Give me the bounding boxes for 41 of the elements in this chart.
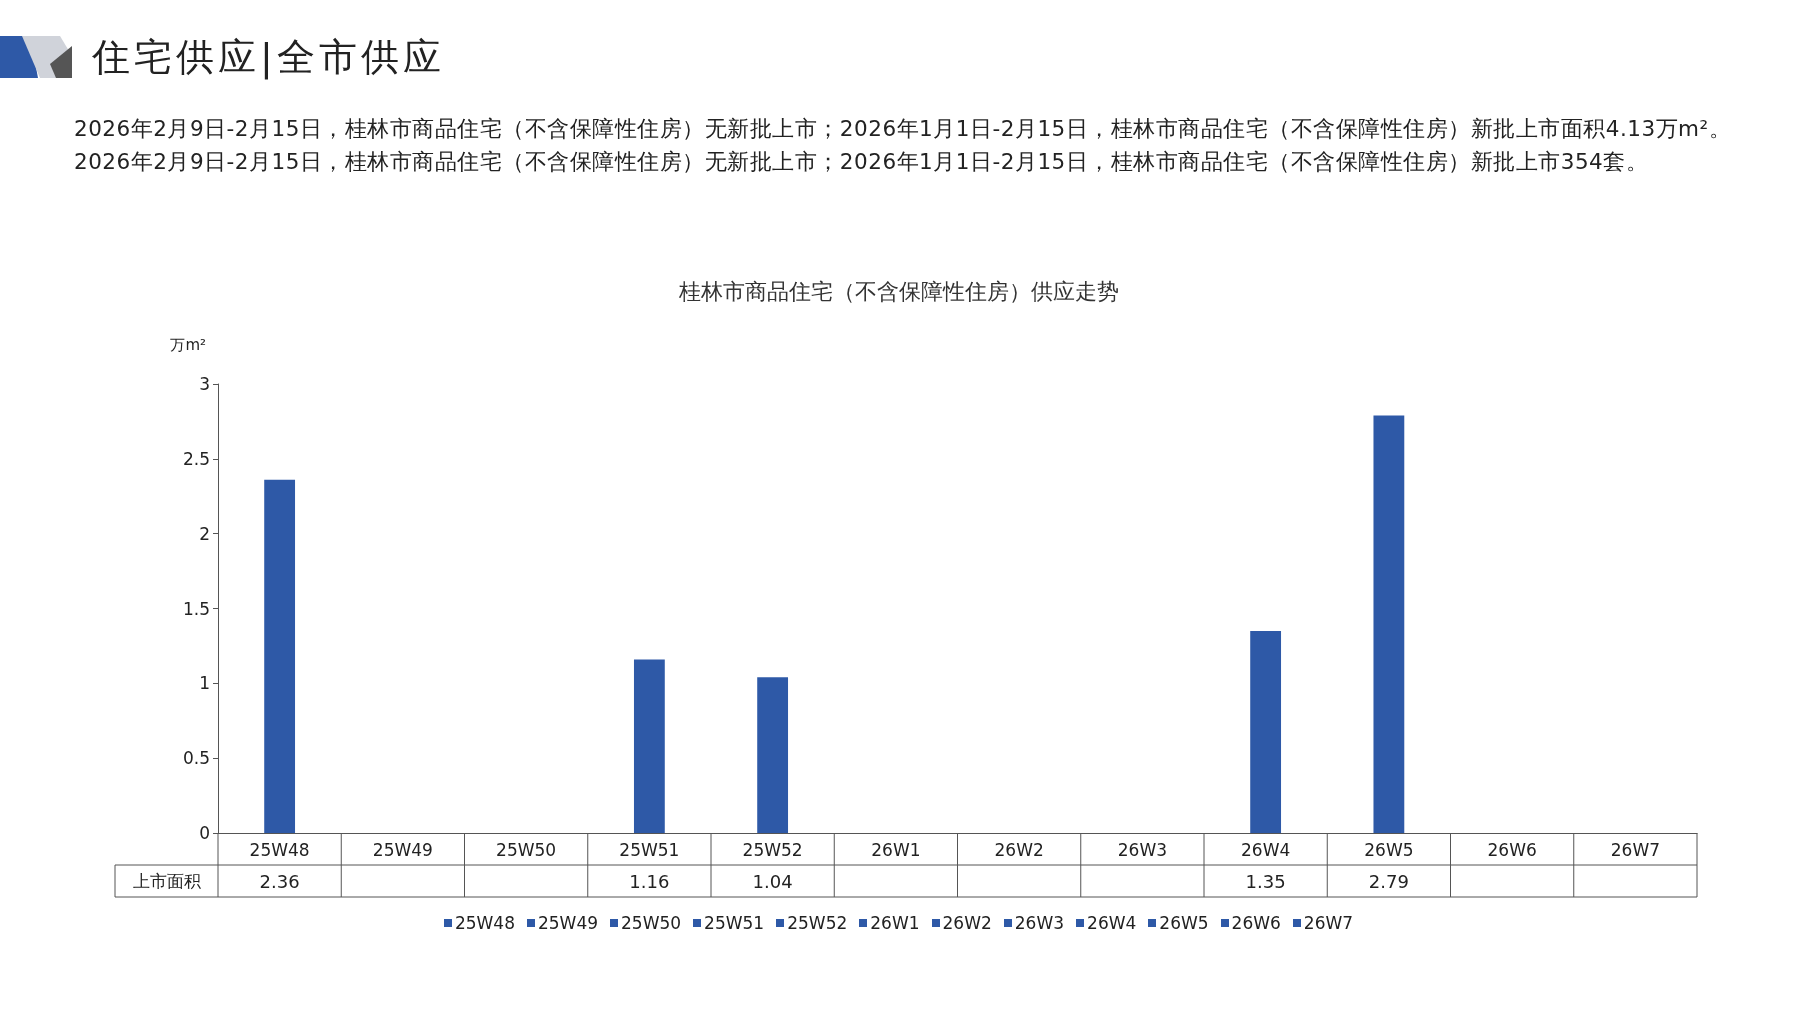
- text: 2026年2月9日-2月15日，桂林市商品住宅（不含保障性住房）无新批上市；2026年1月1日-2月15日，桂林市商品住宅（不含保障性住房）新批上市面积4.13万m²。2026年2月9日-2月15日，桂林市商品住宅（不含保障性住房）无新批上市；2026年1月1日-2月15日，桂林市商品住宅（不含保障性住房）新批上市354套。: [74, 115, 1733, 176]
- x-tick-label: 26W7: [1610, 839, 1661, 860]
- y-tick-label: 1: [199, 673, 210, 694]
- y-tick-label: 2.5: [182, 448, 210, 469]
- x-tick-label: 25W48: [249, 839, 310, 860]
- category-label: 25W50: [621, 913, 682, 933]
- x-tick-label: 26W2: [994, 839, 1044, 860]
- chart-title: 桂林市商品住宅（不含保障性住房）供应走势: [677, 278, 1119, 304]
- y-tick-label: 1.5: [182, 598, 210, 619]
- text: 上市面积: [132, 871, 201, 891]
- x-tick-label: 26W4: [1240, 839, 1291, 860]
- x-tick-label: 25W50: [496, 839, 557, 860]
- category-label: 26W4: [1087, 913, 1137, 933]
- category-label: 25W48: [454, 913, 515, 933]
- text: 住宅供应|全市供应: [92, 33, 445, 82]
- data-label: 1.35: [1245, 870, 1286, 892]
- category-label: 26W7: [1303, 913, 1354, 933]
- x-tick-label: 25W51: [619, 839, 680, 860]
- x-tick-label: 26W6: [1487, 839, 1537, 860]
- data-label: 2.79: [1368, 870, 1409, 892]
- category-label: 25W51: [704, 913, 765, 933]
- category-label: 26W3: [1014, 913, 1065, 933]
- y-tick-label: 2: [199, 523, 210, 544]
- x-tick-label: 26W5: [1364, 839, 1414, 860]
- category-label: 26W2: [942, 913, 992, 933]
- x-tick-label: 25W49: [372, 839, 433, 860]
- y-axis-title: 万m²: [170, 336, 206, 354]
- category-label: 26W1: [870, 913, 920, 933]
- category-label: 26W5: [1159, 913, 1209, 933]
- data-label: 1.04: [752, 870, 793, 892]
- category-label: 26W6: [1231, 913, 1281, 933]
- y-tick-label: 3: [199, 374, 210, 394]
- x-tick-label: 26W1: [871, 839, 921, 860]
- category-label: 25W52: [787, 913, 848, 933]
- data-label: 2.36: [259, 870, 300, 892]
- category-label: 25W49: [537, 913, 599, 933]
- data-label: 1.16: [629, 870, 670, 892]
- y-tick-label: 0: [199, 823, 210, 843]
- y-tick-label: 0.5: [182, 748, 210, 769]
- x-tick-label: 25W52: [742, 839, 803, 860]
- x-tick-label: 26W3: [1117, 839, 1168, 860]
